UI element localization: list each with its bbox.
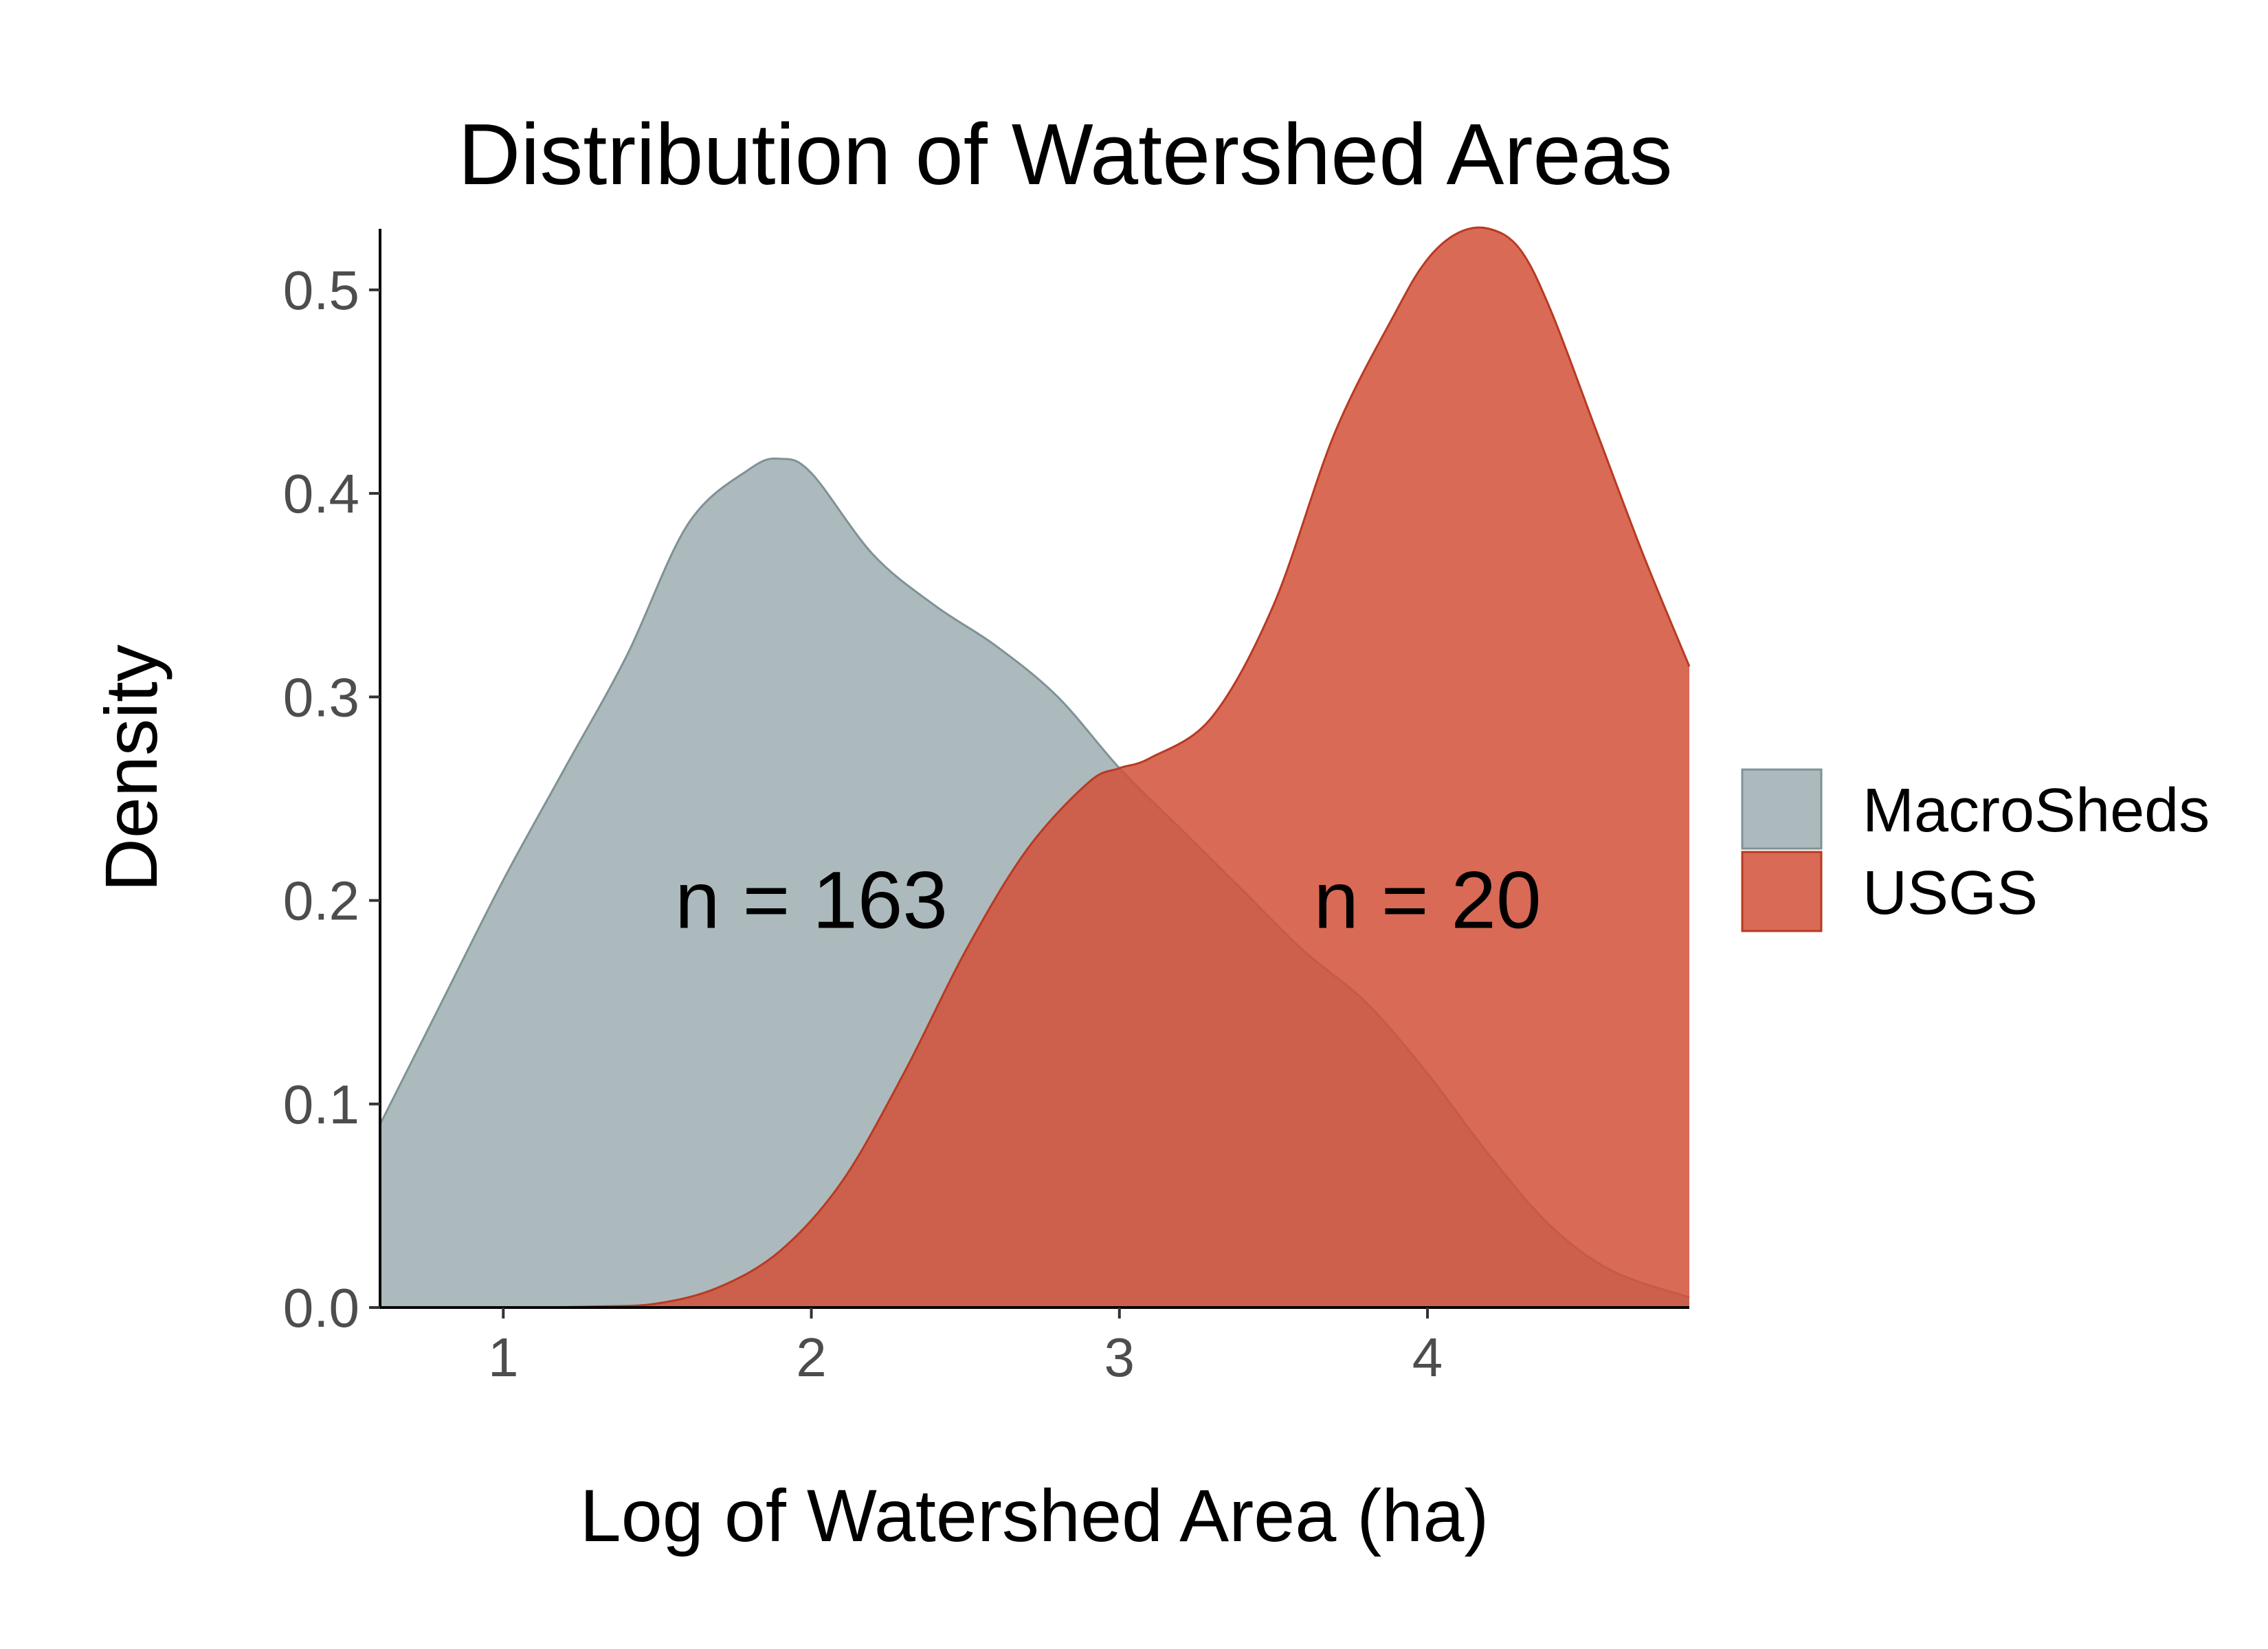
x-tick-label: 2 xyxy=(796,1327,827,1388)
y-tick-label: 0.5 xyxy=(283,260,359,321)
y-tick-label: 0.4 xyxy=(283,463,359,524)
density-area-usgs xyxy=(380,227,1689,1308)
legend-label-usgs: USGS xyxy=(1863,859,2038,928)
chart-title: Distribution of Watershed Areas xyxy=(458,106,1672,203)
x-tick-label: 3 xyxy=(1104,1327,1135,1388)
axes xyxy=(379,229,1689,1309)
x-axis-title: Log of Watershed Area (ha) xyxy=(580,1474,1489,1557)
x-tick-label: 1 xyxy=(488,1327,519,1388)
y-axis-title: Density xyxy=(89,644,173,892)
legend-key-macrosheds xyxy=(1741,768,1823,850)
sample-size-annotation: n = 20 xyxy=(1313,855,1541,946)
legend-label-macrosheds: MacroSheds xyxy=(1863,776,2210,845)
sample-size-annotation: n = 163 xyxy=(675,855,948,946)
legend-key-usgs xyxy=(1741,851,1823,932)
density-line-usgs xyxy=(379,226,1691,1309)
y-tick-label: 0.2 xyxy=(283,871,359,932)
y-tick-label: 0.1 xyxy=(283,1074,359,1135)
annotations: n = 163 n = 20 xyxy=(675,855,1542,946)
x-tick-label: 4 xyxy=(1412,1327,1443,1388)
y-tick-label: 0.3 xyxy=(283,666,359,728)
series-layer xyxy=(379,226,1691,1309)
ticks: 1 2 3 4 0.0 0.1 0.2 0.3 0.4 0.5 xyxy=(283,260,1443,1388)
y-tick-label: 0.0 xyxy=(283,1277,359,1338)
legend: MacroSheds USGS xyxy=(1741,768,2210,932)
